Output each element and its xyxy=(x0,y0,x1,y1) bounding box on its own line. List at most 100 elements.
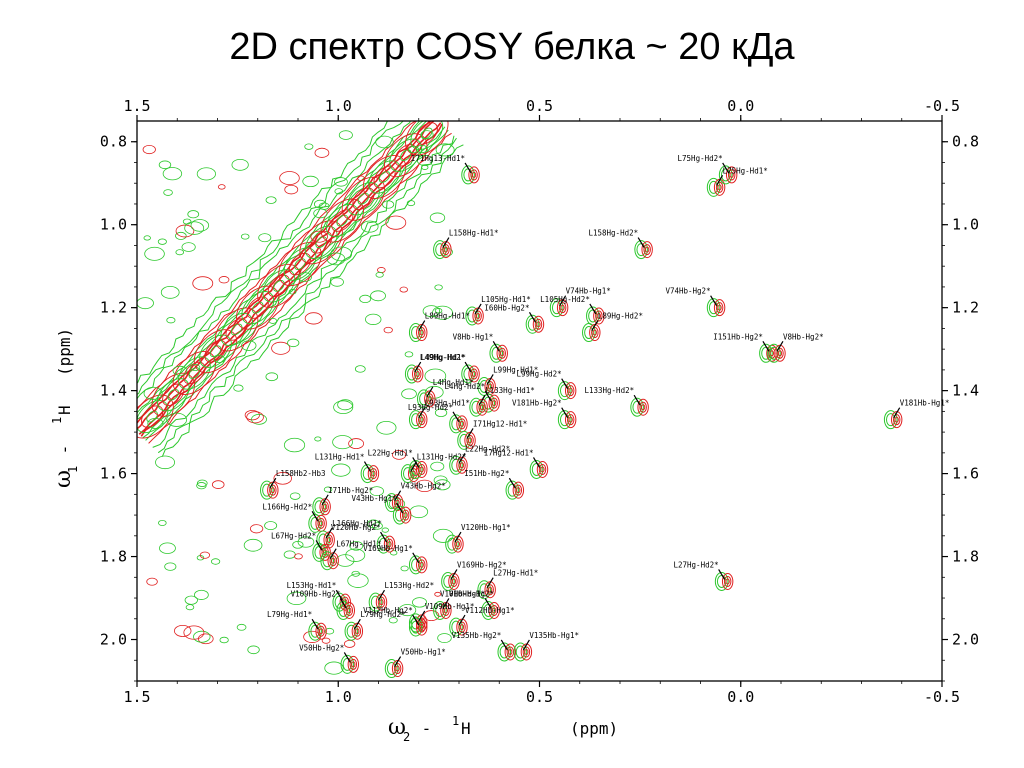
y-axis-label-sep: - xyxy=(55,435,74,464)
peak-contour-pos xyxy=(592,329,597,336)
noise-contour xyxy=(314,147,330,158)
x-axis-label-sep: - xyxy=(412,719,441,738)
peak-leader-line xyxy=(478,394,486,406)
diagonal-blob xyxy=(193,329,238,374)
diagonal-blob xyxy=(331,209,354,232)
peak-label: L67Hg-Hd2* xyxy=(271,531,316,540)
noise-contour xyxy=(432,528,454,543)
noise-contour xyxy=(218,276,230,284)
noise-contour xyxy=(158,160,172,170)
noise-contour xyxy=(175,249,185,256)
peak-contour-neg xyxy=(481,600,496,620)
cross-peak xyxy=(308,621,327,641)
peak-label: V8Hb-Hg1* xyxy=(453,332,494,341)
peak-label: L166Hg-Hd2* xyxy=(262,502,312,511)
peak-contour-pos xyxy=(643,244,651,256)
cross-peak xyxy=(525,314,545,334)
noise-contour xyxy=(143,235,151,241)
peak-label: V43Hb-Hg2* xyxy=(401,482,446,491)
peak-contour-pos xyxy=(475,312,481,319)
diagonal-blob xyxy=(204,340,227,363)
diagonal-blob xyxy=(288,252,312,276)
peak-leader-line xyxy=(591,320,599,331)
noise-contour xyxy=(370,290,386,302)
noise-contour xyxy=(147,417,164,429)
peak-contour-pos xyxy=(387,541,392,548)
contour-layer xyxy=(137,121,903,679)
peak-contour-pos xyxy=(393,497,402,509)
peak-label: L22Hg-Hd1* xyxy=(368,448,413,457)
peak-contour-pos xyxy=(450,575,458,587)
peak-contour-pos xyxy=(566,414,575,426)
peak-contour-neg xyxy=(449,414,463,434)
diagonal-blob xyxy=(373,165,396,189)
peak-contour-pos xyxy=(504,643,516,661)
cross-peak xyxy=(630,397,649,417)
diagonal-contour xyxy=(137,121,404,395)
noise-contour xyxy=(351,570,360,577)
peak-label: L22Hg-Hd2* xyxy=(465,444,510,453)
x-tick-label-top: 1.5 xyxy=(123,97,150,115)
peak-label: V10Hb-Hg1* xyxy=(440,589,485,598)
noise-contour xyxy=(400,565,409,572)
peak-contour-pos xyxy=(343,601,355,619)
noise-contour xyxy=(314,436,322,442)
diagonal-blob xyxy=(405,121,449,156)
peak-contour-pos xyxy=(377,596,386,608)
diagonal-blob xyxy=(399,149,412,162)
peak-contour-pos xyxy=(418,621,426,633)
diagonal-blob xyxy=(141,405,164,428)
diagonal-blob xyxy=(137,399,169,434)
peak-contour-pos xyxy=(470,169,478,181)
y-tick-label-left: 1.2 xyxy=(100,299,127,317)
peak-contour-pos xyxy=(777,350,783,357)
peak-contour-pos xyxy=(596,312,601,319)
tick-layer: 1.5 1.5 1.0 1.0 0.5 0.5 0.0 0.0 -0.5 -0.5 0.8 0.8 1.… xyxy=(100,97,979,706)
peak-contour-pos xyxy=(721,572,734,590)
y-tick-label-left: 1.4 xyxy=(100,382,127,400)
peak-contour-pos xyxy=(369,468,378,480)
peak-label: L49Hg-Hd2* xyxy=(420,353,465,362)
noise-contour xyxy=(193,630,211,643)
noise-contour xyxy=(303,630,322,643)
diagonal-blob xyxy=(310,231,333,254)
peak-label: V120Hb-Hg1* xyxy=(461,523,511,532)
peak-contour-pos xyxy=(488,586,493,593)
diagonal-blob xyxy=(267,274,290,298)
noise-contour xyxy=(434,284,443,291)
noise-contour xyxy=(264,521,278,531)
noise-contour xyxy=(144,246,165,261)
diagonal-blob xyxy=(236,285,280,330)
peak-leader-line xyxy=(458,614,466,626)
peak-label: L99Hg-Hd2* xyxy=(517,370,562,379)
peak-contour-pos xyxy=(478,401,486,413)
noise-contour xyxy=(283,437,306,453)
peak-contour-pos xyxy=(319,520,324,527)
peak-leader-line xyxy=(762,340,770,352)
x-tick-label-top: 0.0 xyxy=(727,97,754,115)
peak-leader-line xyxy=(418,320,426,331)
peak-contour-pos xyxy=(418,414,426,426)
leader-lines xyxy=(269,162,901,667)
peak-contour-pos xyxy=(454,538,462,550)
peak-leader-line xyxy=(353,618,361,630)
diagonal-ridge xyxy=(137,121,464,457)
y-tick-label-right: 2.0 xyxy=(952,631,979,649)
noise-contour xyxy=(286,591,307,606)
diagonal-blob xyxy=(325,203,359,238)
peak-contour-pos xyxy=(558,302,567,314)
diagonal-blob xyxy=(167,388,179,401)
peak-contour-pos xyxy=(329,555,337,567)
x-tick-label-bottom: 0.0 xyxy=(727,688,754,706)
noise-contour xyxy=(415,479,434,493)
peak-contour-pos xyxy=(458,459,466,471)
peak-contour-neg xyxy=(308,513,322,533)
noise-contour xyxy=(246,411,264,424)
x-axis-label-sup: 1 xyxy=(452,714,459,728)
peak-contour-pos xyxy=(480,404,485,411)
diagonal-blob xyxy=(225,318,248,341)
peak-leader-line xyxy=(458,452,466,464)
peak-leader-line xyxy=(418,407,426,418)
x-tick-label-bottom: 1.0 xyxy=(325,688,352,706)
